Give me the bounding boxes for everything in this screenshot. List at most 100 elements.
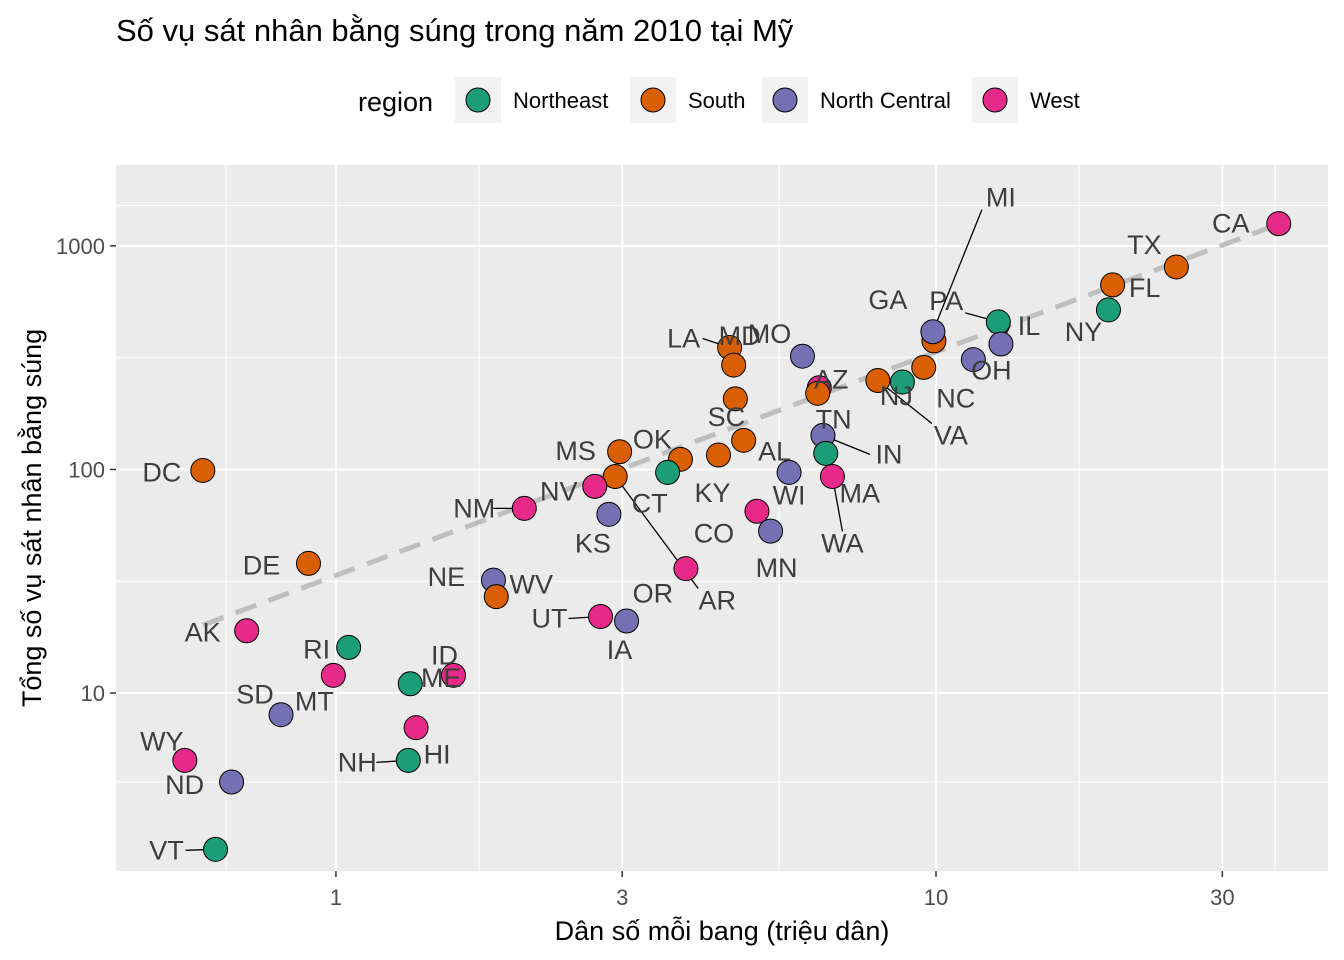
- point-label-la: LA: [667, 324, 700, 354]
- y-tick-label: 100: [68, 457, 105, 482]
- point-label-va: VA: [934, 420, 968, 450]
- point-label-dc: DC: [142, 457, 181, 487]
- point-label-ia: IA: [607, 635, 633, 665]
- point-label-co: CO: [694, 518, 735, 548]
- point-label-vt: VT: [149, 835, 184, 865]
- point-label-ky: KY: [694, 478, 730, 508]
- point-label-ri: RI: [303, 634, 330, 664]
- data-point-ia: [614, 608, 640, 634]
- point-label-ga: GA: [868, 285, 907, 315]
- data-point-fl: [1100, 272, 1126, 298]
- data-point-or: [673, 556, 699, 582]
- legend: region Northeast South North Central West: [358, 77, 1080, 123]
- y-tick-label: 10: [81, 681, 105, 706]
- data-point-ar: [602, 464, 628, 490]
- point-label-ut: UT: [532, 603, 568, 633]
- data-point-wi: [776, 459, 802, 485]
- point-label-ak: AK: [185, 618, 221, 648]
- data-point-ma: [813, 440, 839, 466]
- legend-label: West: [1030, 88, 1080, 113]
- point-label-il: IL: [1018, 311, 1041, 341]
- legend-entry-south: South: [630, 77, 746, 123]
- data-point-id: [441, 662, 467, 688]
- x-tick-label: 30: [1210, 885, 1234, 910]
- data-point-nc: [911, 354, 937, 380]
- point-label-mi: MI: [986, 183, 1016, 213]
- x-axis-title: Dân số mỗi bang (triệu dân): [555, 915, 890, 946]
- data-point-tx: [1163, 254, 1189, 280]
- point-label-nv: NV: [540, 476, 578, 506]
- point-label-nj: NJ: [880, 381, 913, 411]
- data-point-pa: [985, 309, 1011, 335]
- data-point-tn: [805, 380, 831, 406]
- data-point-il: [988, 331, 1014, 357]
- data-point-wy: [172, 747, 198, 773]
- legend-label: South: [688, 88, 746, 113]
- data-point-ks: [596, 501, 622, 527]
- data-point-ct: [655, 459, 681, 485]
- data-point-nh: [395, 747, 421, 773]
- point-label-nh: NH: [338, 747, 377, 777]
- point-label-nc: NC: [936, 383, 975, 413]
- legend-entry-north-central: North Central: [762, 77, 951, 123]
- point-label-ok: OK: [633, 424, 672, 454]
- grid-lines: [116, 165, 1328, 871]
- legend-label: North Central: [820, 88, 951, 113]
- data-point-mi: [920, 319, 946, 345]
- point-label-wv: WV: [510, 570, 554, 600]
- point-label-wa: WA: [821, 529, 864, 559]
- data-point-me: [397, 671, 423, 697]
- data-point-dc: [190, 457, 216, 483]
- leader-line-mi: [932, 209, 983, 332]
- x-tick-label: 1: [330, 885, 342, 910]
- data-point-mn: [758, 518, 784, 544]
- data-point-mt: [320, 662, 346, 688]
- point-label-nd: ND: [165, 770, 204, 800]
- point-label-ms: MS: [555, 436, 596, 466]
- y-tick-label: 1000: [56, 234, 105, 259]
- data-point-de: [295, 550, 321, 576]
- data-point-ri: [336, 634, 362, 660]
- data-point-sd: [268, 702, 294, 728]
- data-point-ky: [705, 442, 731, 468]
- data-point-hi: [403, 715, 429, 741]
- data-point-oh: [960, 347, 986, 373]
- point-label-ct: CT: [632, 488, 668, 518]
- point-label-wi: WI: [773, 480, 806, 510]
- trend-line: [201, 221, 1280, 628]
- point-label-de: DE: [243, 550, 281, 580]
- point-label-ca: CA: [1212, 209, 1250, 239]
- legend-key-point: [465, 87, 491, 113]
- x-tick-label: 10: [924, 885, 948, 910]
- data-point-va: [865, 367, 891, 393]
- point-label-ks: KS: [575, 528, 611, 558]
- point-label-tn: TN: [816, 404, 852, 434]
- data-point-wa: [819, 464, 845, 490]
- point-label-al: AL: [758, 436, 791, 466]
- point-label-mn: MN: [756, 553, 798, 583]
- data-point-ut: [588, 603, 614, 629]
- trend-dashed-line: [201, 221, 1280, 628]
- point-label-mt: MT: [295, 686, 334, 716]
- data-point-vt: [203, 836, 229, 862]
- legend-label: Northeast: [513, 88, 608, 113]
- legend-entry-west: West: [972, 77, 1080, 123]
- data-point-ca: [1266, 211, 1292, 237]
- data-points: [172, 211, 1292, 862]
- y-axis-title: Tổng số vụ sát nhân bằng súng: [16, 329, 47, 707]
- point-label-hi: HI: [424, 740, 451, 770]
- point-label-ma: MA: [840, 478, 881, 508]
- legend-title: region: [358, 87, 433, 117]
- point-label-sc: SC: [708, 402, 746, 432]
- data-point-wv: [483, 584, 509, 610]
- legend-key-point: [982, 87, 1008, 113]
- point-label-sd: SD: [236, 680, 274, 710]
- point-label-mo: MO: [748, 319, 792, 349]
- x-tick-label: 3: [616, 885, 628, 910]
- data-point-co: [744, 498, 770, 524]
- point-label-in: IN: [875, 439, 902, 469]
- data-point-nm: [511, 495, 537, 521]
- y-axis-ticks: 10 100 1000: [56, 234, 116, 706]
